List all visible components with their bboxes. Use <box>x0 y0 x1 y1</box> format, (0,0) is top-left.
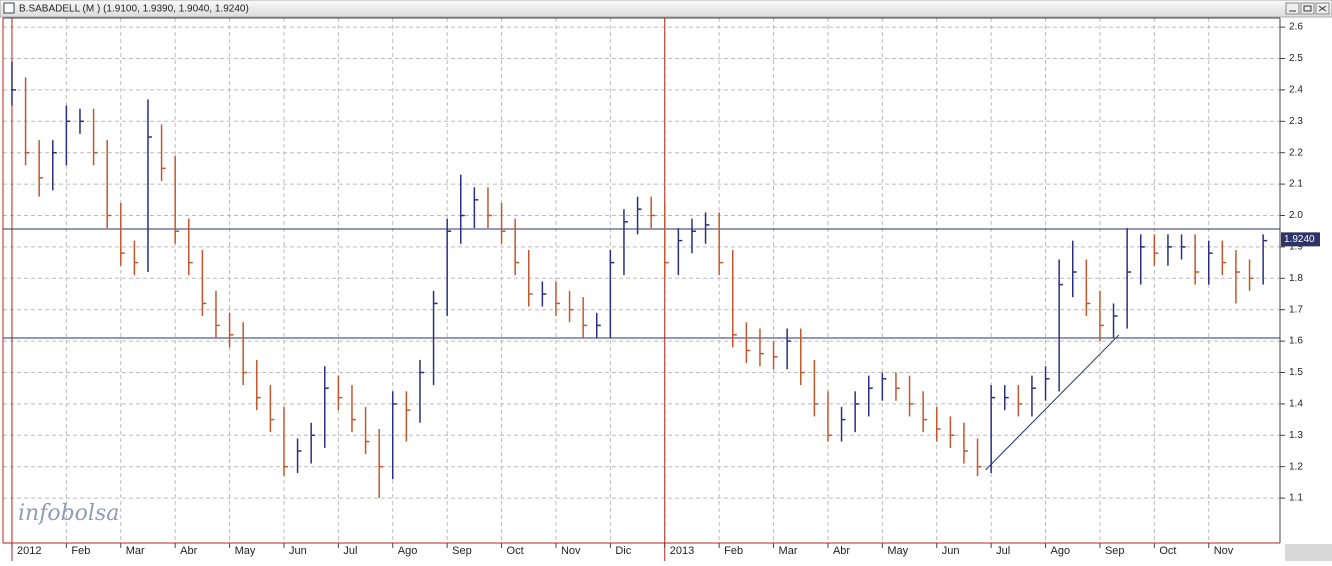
x-tick-label: Abr <box>180 545 197 557</box>
title: B.SABADELL (M ) (1.9100, 1.9390, 1.9040,… <box>19 4 249 15</box>
x-tick-label: Mar <box>126 545 145 557</box>
x-tick-label: Jul <box>996 545 1010 557</box>
x-tick-label: Jul <box>343 545 357 557</box>
x-tick-label: Abr <box>833 545 850 557</box>
y-tick-label: 2.3 <box>1289 116 1303 127</box>
y-tick-label: 2.2 <box>1289 147 1303 158</box>
x-tick-label: May <box>235 545 256 557</box>
x-tick-label: Ago <box>398 545 418 557</box>
last-price-label: 1.9240 <box>1284 234 1315 245</box>
x-tick-label: Nov <box>1214 545 1234 557</box>
plot-area <box>3 18 1280 543</box>
x-tick-label: 2013 <box>670 545 694 557</box>
x-tick-label: Oct <box>1159 545 1176 557</box>
y-tick-label: 1.2 <box>1289 461 1303 472</box>
trendline <box>985 334 1120 471</box>
x-tick-label: Ago <box>1051 545 1071 557</box>
x-tick-label: Dic <box>615 545 631 557</box>
restore-button[interactable] <box>1300 2 1315 15</box>
title-bar <box>0 0 1332 18</box>
y-tick-label: 1.5 <box>1289 367 1303 378</box>
x-tick-label: Mar <box>779 545 798 557</box>
y-tick-label: 2.5 <box>1289 53 1303 64</box>
y-tick-label: 1.6 <box>1289 336 1303 347</box>
x-tick-label: Jun <box>942 545 960 557</box>
close-icon <box>1318 5 1327 12</box>
y-tick-label: 2.6 <box>1289 22 1303 33</box>
window-buttons[interactable] <box>1285 2 1330 15</box>
x-tick-label: 2012 <box>17 545 41 557</box>
corner-box <box>1285 544 1332 561</box>
y-tick-label: 1.7 <box>1289 304 1303 315</box>
x-tick-label: Sep <box>452 545 472 557</box>
last-price-box <box>1281 232 1320 247</box>
x-tick-label: Sep <box>1105 545 1125 557</box>
x-tick-label: Feb <box>724 545 743 557</box>
plot-layer <box>3 18 1280 561</box>
x-tick-label: Feb <box>71 545 90 557</box>
y-tick-label: 2.4 <box>1289 85 1303 96</box>
window-icon <box>3 2 15 14</box>
y-tick-label: 1.3 <box>1289 430 1303 441</box>
x-tick-label: Oct <box>507 545 524 557</box>
y-tick-label: 1.4 <box>1289 399 1303 410</box>
x-tick-label: Nov <box>561 545 581 557</box>
x-tick-label: May <box>887 545 908 557</box>
y-tick-label: 2.0 <box>1289 210 1303 221</box>
x-tick-label: Jun <box>289 545 307 557</box>
restore-icon <box>1303 5 1312 12</box>
y-tick-label: 2.1 <box>1289 179 1303 190</box>
y-tick-label: 1.9 <box>1289 242 1303 253</box>
y-tick-label: 1.1 <box>1289 493 1303 504</box>
watermark: infobolsa <box>18 501 119 526</box>
y-tick-label: 1.8 <box>1289 273 1303 284</box>
minimize-button[interactable] <box>1285 2 1300 15</box>
